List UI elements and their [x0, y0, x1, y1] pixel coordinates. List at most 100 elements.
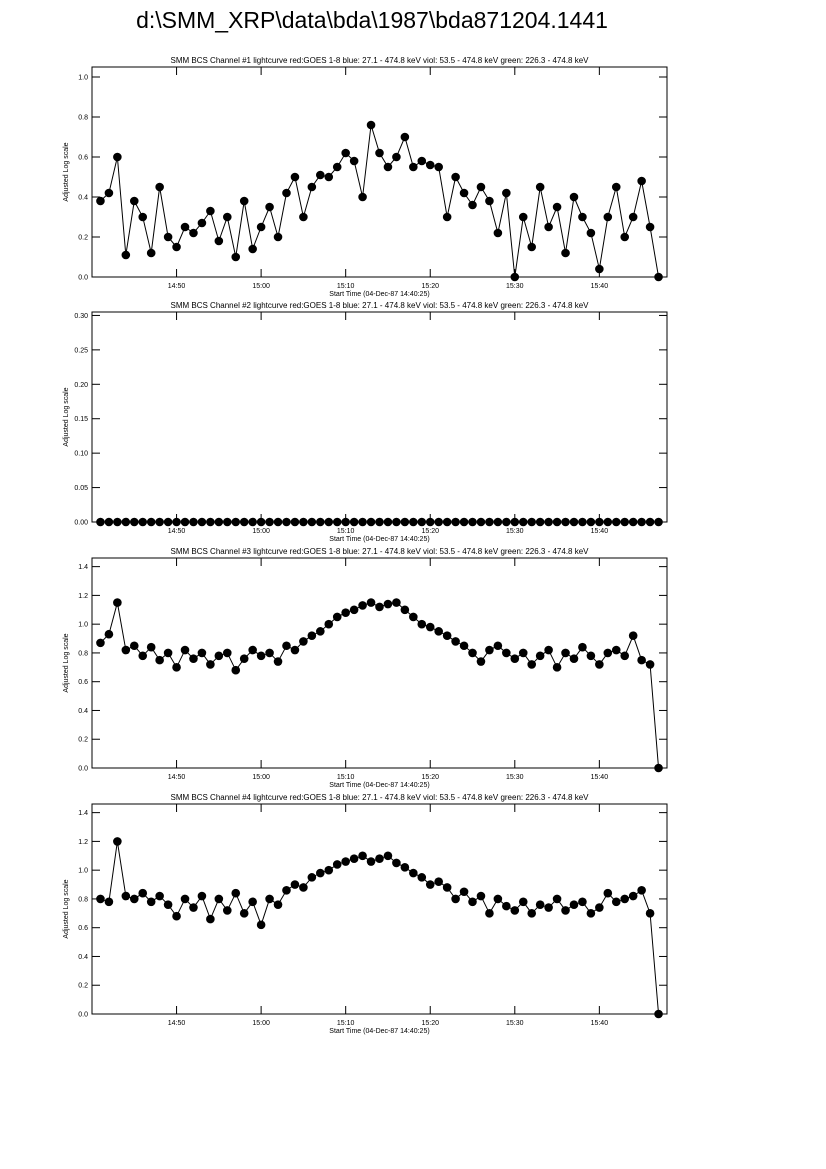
data-point [552, 663, 562, 672]
y-tick-label: 0.8 [78, 650, 88, 657]
data-point [358, 517, 367, 527]
y-tick-label: 1.0 [78, 868, 88, 875]
data-point [375, 854, 384, 863]
data-point [409, 517, 418, 527]
data-point [172, 911, 181, 921]
data-point [654, 272, 663, 282]
data-point [197, 517, 207, 527]
data-point [189, 517, 198, 527]
x-tick-label: 15:30 [506, 774, 524, 781]
data-point [654, 1009, 663, 1019]
data-point [273, 900, 283, 909]
data-line [100, 841, 660, 1015]
y-tick-label: 0.20 [74, 382, 88, 389]
data-point [645, 660, 655, 669]
data-point [620, 894, 630, 904]
data-point [129, 517, 139, 527]
x-tick-label: 15:30 [506, 528, 524, 535]
data-point [400, 132, 410, 142]
data-point [96, 517, 105, 527]
data-point [231, 517, 241, 527]
data-point [265, 517, 274, 527]
data-point [155, 655, 164, 665]
data-point [273, 517, 283, 527]
data-point [417, 156, 427, 166]
data-point [163, 232, 173, 242]
data-point [146, 248, 156, 258]
data-point [561, 517, 570, 527]
data-point [544, 645, 553, 655]
data-point [527, 660, 537, 669]
data-point [392, 152, 401, 162]
data-point [518, 212, 528, 222]
data-point [586, 517, 596, 527]
data-point [383, 517, 393, 527]
data-point [265, 648, 274, 658]
data-point [231, 252, 241, 262]
data-point [595, 903, 604, 912]
data-point [375, 602, 384, 612]
data-point [392, 858, 401, 868]
y-axis-label: Adjusted Log scale [63, 387, 70, 446]
y-tick-label: 0.0 [78, 766, 88, 773]
data-point [392, 517, 401, 527]
data-point [578, 212, 587, 222]
data-point [561, 648, 570, 658]
data-point [442, 883, 452, 892]
data-point [552, 894, 562, 904]
plot-frame [91, 557, 668, 769]
data-point [206, 206, 215, 216]
data-point [248, 645, 257, 655]
data-point [349, 156, 359, 166]
data-point [155, 891, 164, 901]
data-point [544, 517, 553, 527]
data-point [561, 248, 570, 258]
x-axis-label: Start Time (04-Dec-87 14:40:25) [329, 782, 429, 789]
page-title: d:\SMM_XRP\data\bda\1987\bda871204.1441 [136, 7, 608, 33]
data-point [172, 663, 181, 672]
data-point [502, 517, 511, 527]
data-point [442, 212, 452, 222]
data-point [375, 148, 384, 158]
data-point [493, 894, 503, 904]
x-tick-label: 15:20 [421, 283, 439, 290]
data-point [206, 660, 215, 669]
data-point [535, 517, 545, 527]
y-tick-label: 0.0 [78, 1012, 88, 1019]
data-point [527, 909, 537, 918]
data-point [96, 196, 105, 206]
data-point [349, 605, 359, 615]
data-point [180, 517, 190, 527]
data-point [341, 608, 350, 617]
data-point [569, 192, 579, 202]
data-point [417, 873, 427, 882]
data-point [189, 654, 198, 663]
data-point [146, 642, 156, 652]
data-point [611, 897, 621, 907]
data-point [569, 517, 579, 527]
data-point [316, 170, 325, 180]
data-point [434, 517, 443, 527]
data-point [527, 517, 537, 527]
x-axis-label: Start Time (04-Dec-87 14:40:25) [329, 1028, 429, 1035]
data-point [358, 851, 367, 861]
data-point [129, 641, 139, 651]
data-point [620, 232, 630, 242]
data-point [265, 894, 274, 904]
data-point [129, 196, 139, 206]
plot-frame [91, 311, 668, 523]
data-point [476, 891, 486, 901]
data-point [535, 182, 545, 192]
data-point [578, 897, 587, 907]
data-point [595, 264, 604, 274]
data-point [434, 162, 443, 172]
data-point [96, 638, 105, 648]
y-tick-label: 0.8 [78, 896, 88, 903]
data-point [485, 909, 494, 918]
y-tick-label: 0.30 [74, 313, 88, 320]
data-point [265, 202, 274, 212]
data-point [222, 648, 232, 658]
data-point [586, 228, 596, 238]
data-point [552, 517, 562, 527]
data-point [637, 655, 646, 665]
